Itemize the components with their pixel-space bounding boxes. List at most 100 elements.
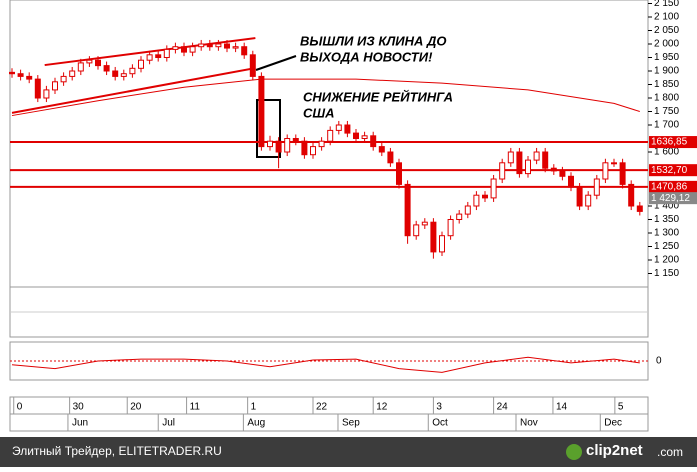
candle-body [129, 67, 136, 75]
candle-body [602, 162, 609, 180]
candle-body [559, 170, 566, 177]
x-tick-label: 14 [556, 402, 568, 413]
candle-body [490, 178, 497, 199]
candle-body [138, 59, 144, 69]
arrow [255, 55, 297, 71]
candle-body [120, 73, 127, 77]
candle-body [585, 194, 592, 207]
x-tick-label: 24 [497, 402, 509, 413]
candle-body [275, 140, 282, 153]
candle-body [86, 59, 93, 64]
last-label: 1 429,12 [651, 193, 690, 204]
candle-body [378, 146, 385, 153]
oscillator [11, 356, 640, 373]
level-box [649, 136, 697, 149]
candle-body [60, 75, 67, 83]
y-tick-label: 1 400 [654, 201, 679, 212]
y-tick-label: 1 250 [654, 241, 679, 252]
candle-body [52, 81, 58, 91]
candle-body [499, 162, 506, 180]
candle-body [241, 46, 248, 56]
candle-body [310, 146, 316, 156]
annotation: ВЫХОДА НОВОСТИ! [300, 49, 433, 64]
y-tick-label: 1 600 [654, 147, 679, 158]
candle-body [387, 151, 394, 164]
month-label: Oct [432, 418, 448, 429]
y-tick-label: 1 800 [654, 93, 679, 104]
candle-body [301, 140, 308, 156]
candle-body [413, 224, 420, 237]
candle-body [95, 59, 101, 67]
y-tick-label: 2 000 [654, 39, 679, 50]
candle-body [473, 194, 480, 207]
month-label: Dec [604, 418, 622, 429]
candle-body [576, 186, 583, 207]
candle-body [215, 43, 222, 48]
candle-body [198, 43, 205, 48]
candle-body [155, 54, 162, 59]
candle-body [370, 135, 377, 148]
candle-body [568, 175, 574, 188]
candle-body [550, 167, 557, 172]
candle-body [421, 221, 428, 226]
candle-body [507, 151, 514, 164]
candle-body [224, 43, 230, 49]
month-label: Nov [520, 418, 538, 429]
level-label: 1532,70 [651, 165, 688, 176]
candle-body [628, 183, 635, 207]
month-label: Aug [247, 418, 265, 429]
y-tick-label: 2 100 [654, 12, 679, 23]
trendline [11, 67, 256, 114]
candle-body [9, 71, 15, 75]
candle-body [335, 124, 342, 131]
candle-body [26, 75, 33, 80]
candle-body [533, 151, 540, 161]
candle-body [43, 89, 50, 99]
last-box [649, 192, 697, 205]
candle-body [344, 124, 351, 134]
y-tick-label: 1 200 [654, 255, 679, 266]
candle-body [525, 159, 531, 175]
candle-body [361, 135, 368, 140]
candle-body [258, 75, 265, 148]
level-label: 1636,85 [651, 137, 688, 148]
candle-body [267, 140, 273, 148]
candle-body [619, 162, 626, 185]
candle-body [482, 194, 488, 199]
candle-body [69, 70, 76, 77]
candle-body [456, 213, 463, 221]
month-label: Jun [72, 418, 88, 429]
x-tick-label: 30 [73, 402, 85, 413]
footer-text: Элитный Трейдер, ELITETRADER.RU [12, 444, 222, 458]
candle-body [542, 151, 549, 169]
annotation: ВЫШЛИ ИЗ КЛИНА ДО [300, 33, 447, 48]
candle-body [353, 132, 359, 140]
candle-body [516, 151, 523, 175]
y-tick-label: 1 900 [654, 66, 679, 77]
y-tick-label: 1 750 [654, 106, 679, 117]
level-box [649, 180, 697, 193]
y-tick-label: 1 950 [654, 52, 679, 63]
x-tick-label: 5 [618, 402, 624, 413]
osc-tick-label: 0 [656, 356, 662, 367]
candle-body [447, 219, 454, 237]
candle-body [181, 46, 187, 53]
y-tick-label: 1 700 [654, 120, 679, 131]
candle-body [430, 221, 437, 253]
candle-body [249, 54, 256, 77]
main-panel [9, 0, 649, 288]
x-tick-label: 3 [436, 402, 442, 413]
month-label: Sep [342, 418, 360, 429]
level-label: 1470,86 [651, 182, 688, 193]
logo-icon [566, 444, 582, 460]
logo-suffix: .com [657, 445, 683, 459]
y-tick-label: 1 350 [654, 214, 679, 225]
candle-body [232, 46, 239, 49]
candle-body [284, 138, 291, 153]
highlight-box [256, 99, 281, 158]
candle-body [396, 162, 402, 185]
month-label: Jul [162, 418, 175, 429]
logo: clip2net [586, 442, 643, 459]
y-tick-label: 2 050 [654, 25, 679, 36]
